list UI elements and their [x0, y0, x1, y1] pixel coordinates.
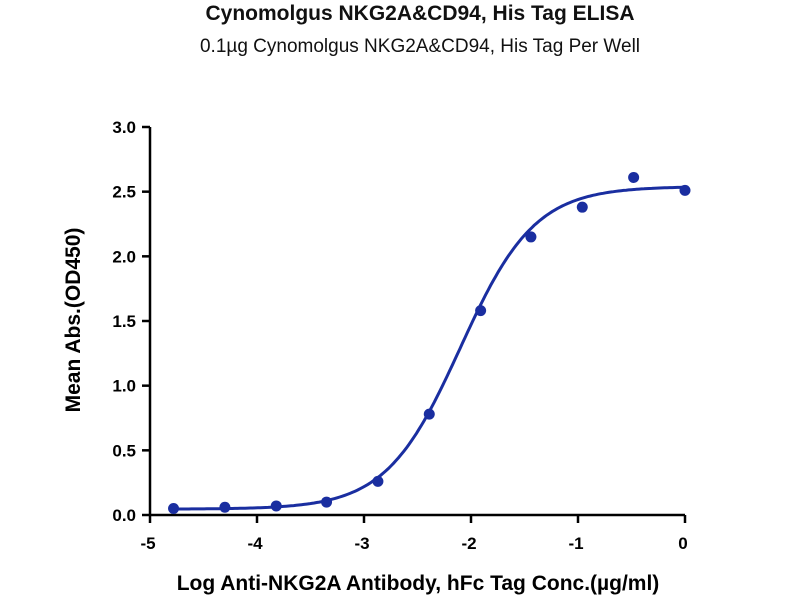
- data-points: [168, 171, 691, 515]
- y-tick-label: 1.5: [112, 312, 136, 331]
- y-tick-label: 0.5: [112, 441, 136, 460]
- data-point: [576, 201, 588, 213]
- x-tick-label: -3: [354, 534, 369, 553]
- data-point: [628, 171, 640, 183]
- fit-curve: [173, 185, 685, 511]
- y-tick-label: 2.5: [112, 183, 136, 202]
- x-axis-label: Log Anti-NKG2A Antibody, hFc Tag Conc.(µ…: [177, 572, 660, 595]
- data-point: [679, 184, 691, 196]
- x-tick-label: 0: [678, 534, 687, 553]
- data-point: [372, 475, 384, 487]
- chart-title: Cynomolgus NKG2A&CD94, His Tag ELISA: [205, 2, 635, 25]
- data-point: [270, 500, 282, 512]
- axes: -5 -4 -3 -2 -1 0 0.0 0.5 1.0 1.5 2.0 2.5 3.0: [112, 118, 687, 553]
- y-tick-label: 2.0: [112, 247, 136, 266]
- data-point: [423, 408, 435, 420]
- y-tick-label: 1.0: [112, 377, 136, 396]
- data-point: [525, 231, 537, 243]
- data-point: [168, 503, 180, 515]
- data-point: [475, 305, 487, 317]
- y-axis-label: Mean Abs.(OD450): [62, 228, 85, 413]
- x-tick-label: -4: [247, 534, 263, 553]
- chart-subtitle: 0.1µg Cynomolgus NKG2A&CD94, His Tag Per…: [199, 36, 641, 57]
- y-tick-label: 0.0: [112, 506, 136, 525]
- data-point: [219, 501, 231, 513]
- data-point: [321, 496, 333, 508]
- x-tick-label: -2: [461, 534, 476, 553]
- x-tick-label: -1: [568, 534, 583, 553]
- y-tick-label: 3.0: [112, 118, 136, 137]
- x-tick-label: -5: [140, 534, 155, 553]
